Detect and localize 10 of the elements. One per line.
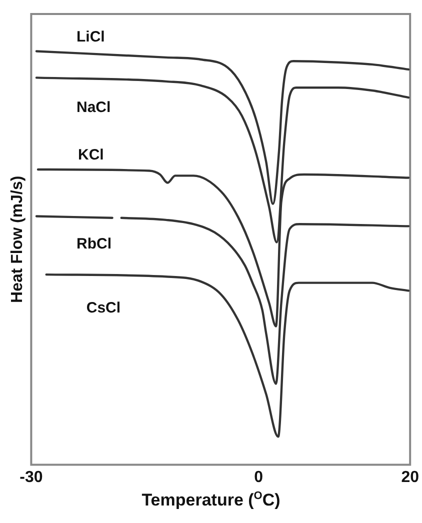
series-label: LiCl: [76, 28, 105, 46]
x-tick-label: 0: [254, 468, 264, 486]
series-label: NaCl: [76, 98, 111, 116]
x-tick-label: 20: [401, 468, 420, 486]
series-label: RbCl: [76, 235, 112, 252]
series-label: CsCl: [86, 300, 121, 317]
series-label: KCl: [78, 146, 104, 164]
y-axis-title: Heat Flow (mJ/s): [9, 176, 26, 303]
x-tick-label: -30: [20, 468, 43, 486]
x-axis-title: Temperature ($^{O}$C): [140, 490, 282, 511]
